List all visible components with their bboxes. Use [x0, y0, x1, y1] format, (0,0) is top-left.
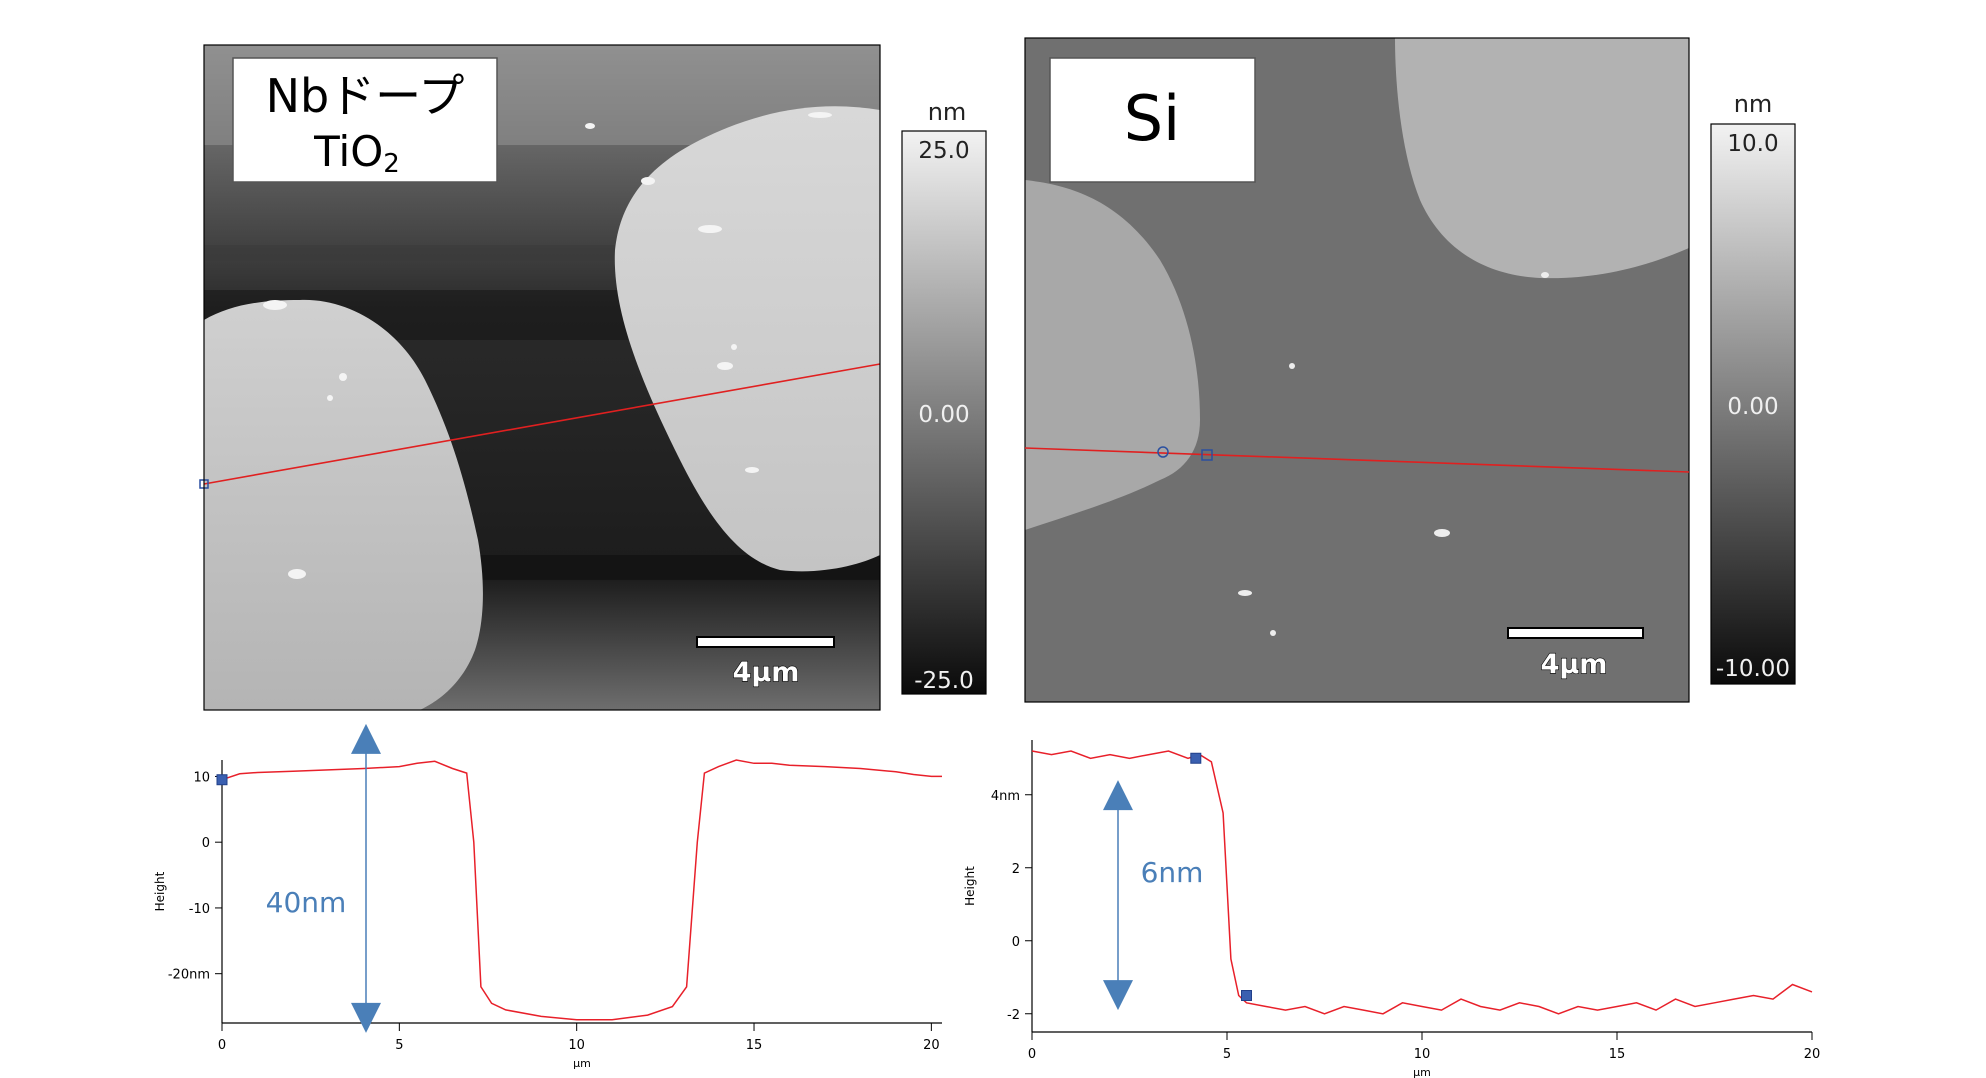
colorbar-max: 10.0: [1727, 131, 1778, 157]
surface-particles: [1238, 272, 1549, 636]
x-axis-label: μm: [1413, 1066, 1431, 1078]
profile-marker: [216, 774, 228, 786]
height-profile-line: [221, 759, 942, 1021]
scale-bar: [1507, 627, 1644, 639]
colorbar-si: nm 10.0 0.00 -10.00: [1710, 90, 1796, 685]
x-tick-label: 0: [218, 1038, 226, 1053]
y-tick-label: -20nm: [168, 968, 210, 983]
colorbar-mid: 0.00: [918, 402, 969, 428]
profile-marker-square: [1201, 449, 1213, 461]
profile-marker-circle: [1157, 446, 1169, 458]
colorbar-unit: nm: [928, 98, 967, 126]
sample-label-line1: Si: [1124, 82, 1181, 155]
sample-label-box: [232, 57, 498, 183]
annotation-arrow-head-up: [351, 723, 381, 754]
terrace-right: [614, 106, 880, 572]
x-tick-label: 10: [568, 1038, 585, 1053]
x-tick-label: 5: [395, 1038, 403, 1053]
y-tick-label: 0: [202, 836, 210, 851]
sample-label-box: [1049, 57, 1256, 183]
sample-label-line2: TiO2: [313, 127, 400, 179]
x-tick-label: 0: [1028, 1047, 1036, 1062]
y-tick-label: 2: [1012, 862, 1020, 877]
profile-marker: [1190, 752, 1202, 764]
x-tick-label: 5: [1223, 1047, 1231, 1062]
colorbar-max: 25.0: [918, 138, 969, 164]
y-tick-label: 0: [1012, 935, 1020, 950]
height-profile-tio2: 10 0 -10 -20nm 0 5 10 15 20 μm Height 40nm: [153, 723, 942, 1070]
afm-frame: [203, 44, 881, 711]
colorbar-unit: nm: [1734, 90, 1773, 118]
annotation-arrow-head-up: [1103, 780, 1133, 811]
x-tick-label: 20: [1804, 1047, 1821, 1062]
annotation-label: 40nm: [266, 886, 347, 919]
terrace-left: [204, 299, 483, 710]
profile-line: [1024, 447, 1690, 473]
y-tick-label: -10: [189, 902, 210, 917]
terrace-right: [1395, 38, 1689, 279]
x-tick-label: 15: [746, 1038, 763, 1053]
colorbar-gradient: [901, 130, 987, 695]
x-tick-label: 15: [1609, 1047, 1626, 1062]
scale-bar: [696, 636, 835, 648]
y-axis-label: Height: [963, 866, 977, 906]
terrace-left: [1025, 180, 1200, 530]
annotation-label: 6nm: [1141, 856, 1204, 889]
x-tick-label: 20: [923, 1038, 940, 1053]
annotation-arrow-head-down: [351, 1002, 381, 1033]
x-tick-label: 10: [1414, 1047, 1431, 1062]
surface-particles: [263, 112, 832, 579]
x-axis-label: μm: [573, 1057, 591, 1070]
scale-bar-label: 4μm: [733, 657, 800, 688]
y-tick-label: 10: [193, 770, 210, 785]
colorbar-min: -25.0: [914, 668, 974, 694]
profile-line: [203, 363, 881, 485]
colorbar-gradient: [1710, 123, 1796, 685]
afm-frame: [1024, 37, 1690, 703]
colorbar-min: -10.00: [1716, 656, 1790, 682]
afm-image-si: Si 4μm: [1024, 37, 1690, 703]
y-tick-label: 4nm: [991, 789, 1020, 804]
height-profile-line: [1031, 750, 1813, 1015]
annotation-arrow-head-down: [1103, 980, 1133, 1011]
colorbar-tio2: nm 25.0 0.00 -25.0: [901, 98, 987, 695]
profile-marker: [1241, 990, 1252, 1001]
colorbar-mid: 0.00: [1727, 394, 1778, 420]
scale-bar-label: 4μm: [1541, 649, 1608, 680]
y-tick-label: -2: [1007, 1008, 1020, 1023]
afm-image-tio2: Nbドープ TiO2 4μm: [199, 44, 881, 711]
y-axis-label: Height: [153, 871, 167, 911]
sample-label-line1: Nbドープ: [266, 69, 465, 123]
